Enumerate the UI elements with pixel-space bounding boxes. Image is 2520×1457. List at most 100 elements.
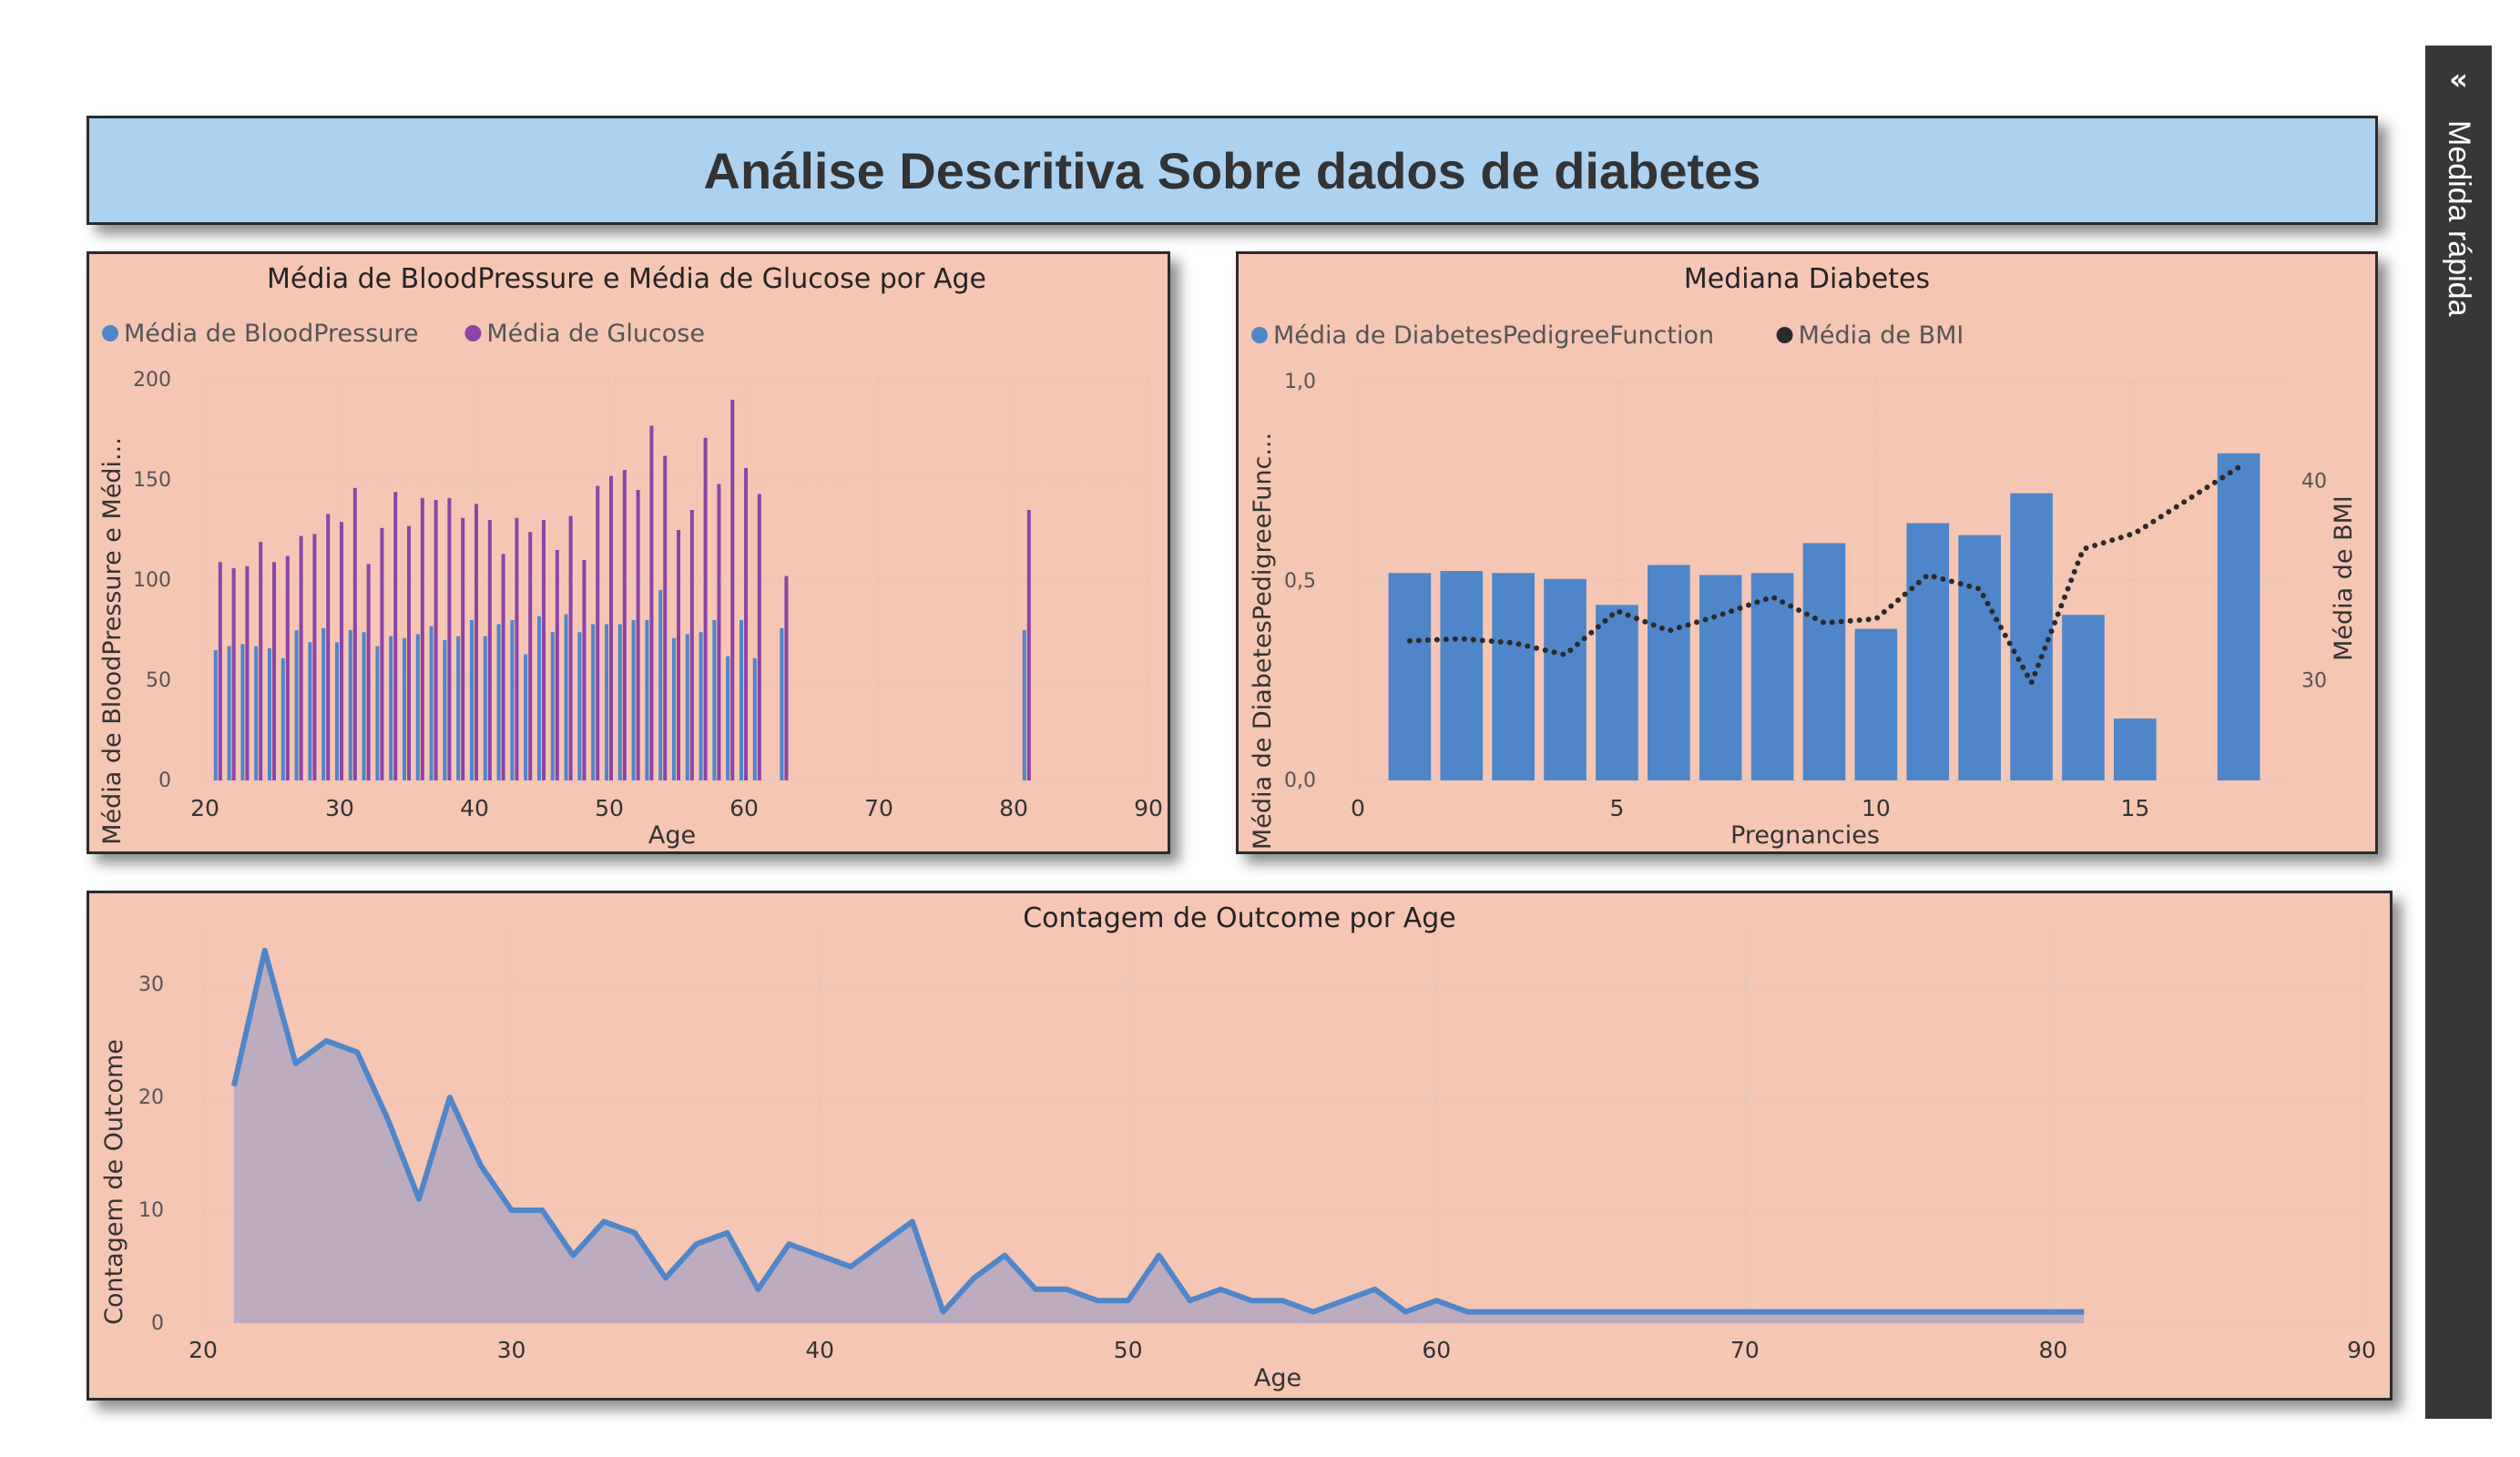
glucose-bar[interactable] [272,562,277,780]
bloodpressure-bar[interactable] [739,620,743,780]
glucose-bar[interactable] [218,562,222,780]
bloodpressure-bar[interactable] [699,632,703,780]
pedigree-bar[interactable] [2010,493,2053,780]
legend-label[interactable]: Média de BMI [1799,321,1964,350]
glucose-bar[interactable] [474,504,479,780]
glucose-bar[interactable] [649,425,654,780]
glucose-bar[interactable] [245,565,250,780]
bloodpressure-bar[interactable] [780,627,784,780]
glucose-bar[interactable] [717,484,721,780]
glucose-bar[interactable] [1026,510,1031,780]
bloodpressure-bar[interactable] [510,620,515,780]
pedigree-bar[interactable] [1492,573,1535,780]
glucose-bar[interactable] [366,564,371,780]
bloodpressure-bar[interactable] [213,650,218,780]
bloodpressure-bar[interactable] [402,637,406,780]
bloodpressure-bar[interactable] [536,616,541,780]
bloodpressure-bar[interactable] [550,632,555,780]
glucose-bar[interactable] [596,485,600,780]
glucose-bar[interactable] [447,497,452,780]
glucose-bar[interactable] [299,535,303,780]
bloodpressure-bar[interactable] [496,624,501,780]
bloodpressure-bar[interactable] [631,620,636,780]
glucose-bar[interactable] [582,560,587,780]
outcome-line[interactable] [230,947,2085,1315]
bloodpressure-bar[interactable] [321,627,326,780]
bloodpressure-bar[interactable] [227,646,231,780]
glucose-bar[interactable] [663,455,668,780]
bloodpressure-bar[interactable] [389,636,393,780]
bloodpressure-bar[interactable] [658,590,663,780]
glucose-bar[interactable] [420,497,424,780]
bloodpressure-bar[interactable] [577,632,582,780]
bloodpressure-bar[interactable] [726,656,730,780]
glucose-bar[interactable] [487,520,492,780]
glucose-bar[interactable] [542,520,546,780]
bloodpressure-bar[interactable] [591,624,596,780]
bloodpressure-bar[interactable] [671,637,676,780]
bloodpressure-bar[interactable] [645,620,649,780]
legend-label[interactable]: Média de DiabetesPedigreeFunction [1273,321,1714,350]
bloodpressure-bar[interactable] [1022,630,1026,780]
bloodpressure-bar[interactable] [375,646,380,780]
bloodpressure-bar[interactable] [308,642,312,780]
bloodpressure-bar[interactable] [483,636,487,780]
pedigree-bar[interactable] [1440,571,1484,780]
pedigree-bar[interactable] [1750,573,1794,780]
bloodpressure-bar[interactable] [604,624,608,780]
glucose-bar[interactable] [568,515,573,780]
pedigree-bar[interactable] [1699,575,1742,780]
quick-measure-pane[interactable]: « Medida rápida [2425,46,2492,1419]
glucose-bar[interactable] [380,527,384,780]
glucose-bar[interactable] [326,514,331,780]
bloodpressure-bar[interactable] [240,644,245,780]
bloodpressure-bar[interactable] [334,642,339,780]
bloodpressure-bar[interactable] [362,632,366,780]
bloodpressure-bar[interactable] [564,614,568,780]
bmi-line[interactable] [1406,464,2242,686]
outcome-count-chart-panel[interactable]: Contagem de Outcome por Age 0 10 20 30 20 30 4… [87,891,2392,1401]
pedigree-bar[interactable] [1802,543,1846,780]
glucose-bar[interactable] [677,530,681,780]
glucose-bar[interactable] [461,517,465,780]
median-diabetes-chart-panel[interactable]: Mediana Diabetes Média de DiabetesPedigr… [1236,251,2378,854]
bloodpressure-bar[interactable] [267,647,271,780]
glucose-bar[interactable] [434,500,438,780]
glucose-bar[interactable] [622,470,627,780]
glucose-bar[interactable] [609,475,614,780]
bloodpressure-bar[interactable] [456,636,461,780]
bloodpressure-bar[interactable] [254,646,259,780]
pedigree-bar[interactable] [1958,535,2001,780]
glucose-bar[interactable] [703,437,708,780]
bloodpressure-bar[interactable] [752,657,757,780]
glucose-bar[interactable] [528,532,533,780]
bloodpressure-bar[interactable] [443,640,447,780]
glucose-bar[interactable] [757,494,761,780]
bloodpressure-bar[interactable] [685,634,689,780]
bloodpressure-bar[interactable] [617,624,622,780]
bloodpressure-bar[interactable] [524,654,528,780]
pedigree-bar[interactable] [1388,573,1432,780]
pedigree-bar[interactable] [1596,605,1638,780]
pedigree-bar[interactable] [2217,453,2260,780]
bloodpressure-bar[interactable] [281,657,285,780]
pedigree-bar[interactable] [1544,578,1586,780]
pedigree-bar[interactable] [1906,523,1950,780]
bloodpressure-bar[interactable] [348,630,352,780]
pedigree-bar[interactable] [1854,628,1898,780]
legend-label[interactable]: Média de BloodPressure [124,320,419,348]
pedigree-bar[interactable] [2062,615,2105,780]
bloodpressure-bar[interactable] [429,626,434,780]
glucose-bar[interactable] [407,525,412,780]
bloodpressure-bar[interactable] [469,620,474,780]
glucose-bar[interactable] [340,522,344,780]
glucose-bar[interactable] [352,487,357,780]
glucose-bar[interactable] [555,550,559,780]
glucose-bar[interactable] [285,555,290,780]
bp-glucose-chart-panel[interactable]: Média de BloodPressure e Média de Glucos… [87,251,1170,854]
glucose-bar[interactable] [744,467,749,780]
glucose-bar[interactable] [689,510,694,780]
bloodpressure-bar[interactable] [415,634,420,780]
glucose-bar[interactable] [636,490,640,780]
glucose-bar[interactable] [393,492,398,780]
